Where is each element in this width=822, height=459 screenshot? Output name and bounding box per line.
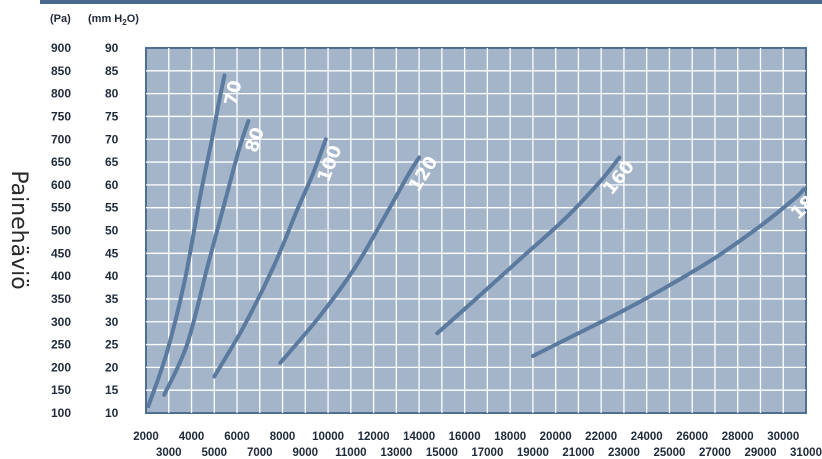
y-axis-label: Painehäviö	[6, 170, 31, 289]
y-tick-pa: 400	[51, 269, 71, 283]
y-tick-mmh2o: 10	[105, 406, 119, 420]
top-rule	[40, 0, 822, 4]
x-tick-lower: 21000	[562, 447, 594, 459]
series-line-120	[278, 155, 422, 365]
y-tick-mmh2o: 40	[105, 269, 119, 283]
x-tick-upper: 16000	[449, 431, 481, 443]
x-tick-lower: 9000	[293, 447, 319, 459]
x-tick-upper: 28000	[722, 431, 754, 443]
x-tick-lower: 11000	[335, 447, 366, 459]
y-tick-mmh2o: 65	[105, 155, 119, 169]
x-tick-lower: 19000	[517, 447, 549, 459]
x-tick-upper: 10000	[312, 431, 344, 443]
x-tick-lower: 5000	[201, 447, 227, 459]
x-axis-ticks-lower: 3000 5000 7000 9000 11000 13000 15000 17000 1900…	[156, 447, 822, 459]
x-tick-upper: 26000	[676, 431, 708, 443]
y-tick-mmh2o: 90	[105, 41, 119, 55]
y-tick-pa: 850	[51, 64, 71, 78]
x-tick-lower: 27000	[699, 447, 731, 459]
y-tick-mmh2o: 50	[105, 224, 119, 238]
y-tick-mmh2o: 70	[105, 132, 119, 146]
x-tick-upper: 4000	[179, 431, 205, 443]
x-tick-upper: 18000	[494, 431, 526, 443]
x-tick-lower: 15000	[426, 447, 458, 459]
y-tick-pa: 800	[51, 87, 71, 101]
x-tick-lower: 13000	[380, 447, 412, 459]
x-tick-upper: 20000	[540, 431, 572, 443]
y-tick-mmh2o: 30	[105, 315, 119, 329]
y-tick-mmh2o: 85	[105, 64, 119, 78]
x-tick-upper: 14000	[403, 431, 435, 443]
x-tick-lower: 25000	[653, 447, 685, 459]
y-tick-mmh2o: 45	[105, 246, 119, 260]
y-tick-pa: 150	[51, 383, 71, 397]
y-unit-mmh2o: (mm H2O)	[88, 13, 139, 27]
x-tick-upper: 22000	[585, 431, 617, 443]
y-tick-pa: 100	[51, 406, 71, 420]
y-tick-pa: 200	[51, 360, 71, 374]
y-tick-mmh2o: 75	[105, 109, 119, 123]
y-tick-mmh2o: 15	[105, 383, 119, 397]
x-tick-lower: 7000	[247, 447, 273, 459]
y-tick-pa: 700	[51, 132, 71, 146]
y-tick-pa: 250	[51, 338, 71, 352]
y-tick-pa: 450	[51, 246, 71, 260]
x-tick-upper: 24000	[631, 431, 663, 443]
y-tick-mmh2o: 80	[105, 87, 119, 101]
y-tick-mmh2o: 60	[105, 178, 119, 192]
y-axis-pa-ticks: 900 850 800 750 700 650 600 550 500 450 400 350 300 2…	[51, 41, 71, 420]
x-tick-upper: 8000	[270, 431, 296, 443]
series-label-70: 70	[221, 79, 247, 108]
y-tick-mmh2o: 25	[105, 338, 119, 352]
series-line-70	[146, 73, 227, 409]
y-tick-mmh2o: 20	[105, 360, 119, 374]
x-tick-lower: 3000	[156, 447, 182, 459]
x-tick-lower: 17000	[471, 447, 503, 459]
y-tick-pa: 300	[51, 315, 71, 329]
y-unit-pa: (Pa)	[50, 13, 71, 25]
y-tick-pa: 550	[51, 201, 71, 215]
x-tick-upper: 6000	[224, 431, 250, 443]
y-tick-pa: 650	[51, 155, 71, 169]
y-tick-pa: 500	[51, 224, 71, 238]
x-tick-lower: 23000	[608, 447, 640, 459]
x-tick-upper: 2000	[133, 431, 159, 443]
y-tick-mmh2o: 55	[105, 201, 119, 215]
y-tick-pa: 900	[51, 41, 71, 55]
x-tick-upper: 12000	[358, 431, 390, 443]
x-tick-lower: 31000	[790, 447, 822, 459]
series-line-180	[530, 187, 806, 358]
series-line-80	[162, 119, 251, 397]
y-tick-pa: 750	[51, 109, 71, 123]
y-tick-mmh2o: 35	[105, 292, 119, 306]
x-tick-upper: 30000	[767, 431, 799, 443]
series-line-100	[212, 137, 328, 379]
x-tick-lower: 29000	[744, 447, 776, 459]
series-line-160	[435, 155, 622, 336]
y-tick-pa: 600	[51, 178, 71, 192]
y-axis-mmh2o-ticks: 90 85 80 75 70 65 60 55 50 45 40 35 30 25 20 15 10	[105, 41, 119, 420]
x-axis-ticks-upper: 2000 4000 6000 8000 10000 12000 14000 16000 1800…	[133, 431, 799, 443]
y-tick-pa: 350	[51, 292, 71, 306]
